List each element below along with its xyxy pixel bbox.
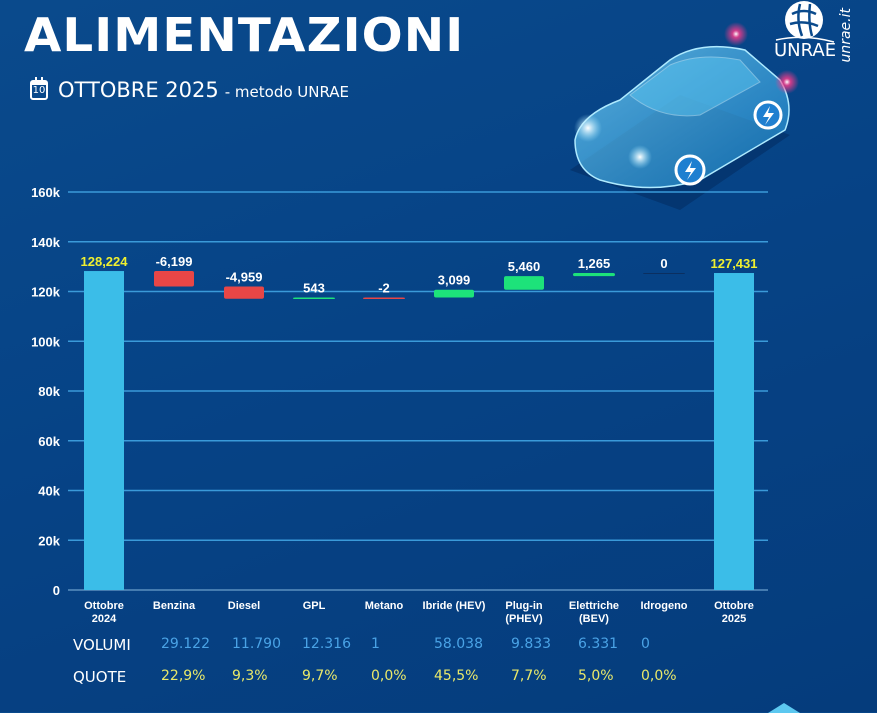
x-category-label: Elettriche <box>569 600 619 612</box>
decorative-triangle <box>768 703 800 713</box>
share-metano: 0,0% <box>371 668 407 684</box>
x-category-label: 2024 <box>92 613 117 625</box>
bar-diesel <box>224 286 264 299</box>
bar-idrogeno <box>643 273 685 275</box>
value-label: -2 <box>378 280 390 295</box>
value-label: -6,199 <box>156 254 193 269</box>
y-tick-label: 0 <box>53 583 60 598</box>
x-category-label: Diesel <box>228 600 260 612</box>
x-category-label: Benzina <box>153 600 196 612</box>
x-category-label: Ottobre <box>714 600 754 612</box>
share-elettriche: 5,0% <box>578 668 614 684</box>
unrae-logo-icon <box>775 1 835 43</box>
method-label: - metodo UNRAE <box>224 82 350 101</box>
calendar-day: 10 <box>32 85 46 96</box>
shares-row: QUOTE 22,9% 9,3% 9,7% 0,0% 45,5% 7,7% 5,… <box>0 668 877 690</box>
y-tick-label: 60k <box>38 434 60 449</box>
value-label: 0 <box>660 256 667 271</box>
bar-elettriche-bev- <box>573 273 615 277</box>
bar-benzina <box>154 271 194 287</box>
bar-layer <box>84 271 754 590</box>
bar-ottobre-2025 <box>714 273 754 590</box>
y-tick-label: 140k <box>31 235 61 250</box>
value-label: 543 <box>303 280 325 295</box>
share-plugin: 7,7% <box>511 668 547 684</box>
value-label: -4,959 <box>226 269 263 284</box>
volume-elettriche: 6.331 <box>578 636 619 652</box>
y-tick-label: 80k <box>38 384 60 399</box>
x-category-label: Ottobre <box>84 600 124 612</box>
share-ibride: 45,5% <box>434 668 479 684</box>
x-category-label: 2025 <box>722 613 746 625</box>
volume-metano: 1 <box>371 636 380 652</box>
share-benzina: 22,9% <box>161 668 206 684</box>
bar-plug-in-phev- <box>504 276 544 290</box>
shares-label: QUOTE <box>73 668 127 686</box>
bar-metano <box>363 297 405 299</box>
value-label: 1,265 <box>578 256 611 271</box>
x-category-label: (BEV) <box>579 613 609 625</box>
volumes-label: VOLUMI <box>73 636 131 654</box>
y-tick-label: 160k <box>31 185 61 200</box>
x-category-label: Metano <box>365 600 404 612</box>
value-label: 128,224 <box>81 254 129 269</box>
x-category-label: GPL <box>303 600 326 612</box>
logo-text: UNRAE <box>774 40 837 61</box>
page-title: ALIMENTAZIONI <box>24 8 465 62</box>
volume-diesel: 11.790 <box>232 636 281 652</box>
grid-layer <box>68 191 768 591</box>
bar-ibride-hev- <box>434 289 474 298</box>
volume-idrogeno: 0 <box>641 636 650 652</box>
volume-gpl: 12.316 <box>302 636 351 652</box>
share-idrogeno: 0,0% <box>641 668 677 684</box>
y-tick-label: 100k <box>31 334 61 349</box>
y-tick-label: 40k <box>38 484 60 499</box>
volume-plugin: 9.833 <box>511 636 552 652</box>
period-subtitle: 10 OTTOBRE 2025 - metodo UNRAE <box>30 77 350 102</box>
value-label: 127,431 <box>711 256 758 271</box>
x-category-label: Plug-in <box>505 600 543 612</box>
x-category-label: Idrogeno <box>640 600 687 612</box>
calendar-icon: 10 <box>30 77 48 100</box>
y-tick-label: 20k <box>38 533 60 548</box>
share-diesel: 9,3% <box>232 668 268 684</box>
x-category-label: Ibride (HEV) <box>423 600 486 612</box>
volume-benzina: 29.122 <box>161 636 210 652</box>
share-gpl: 9,7% <box>302 668 338 684</box>
bar-gpl <box>293 297 335 299</box>
volume-ibride: 58.038 <box>434 636 483 652</box>
x-category-label: (PHEV) <box>505 613 543 625</box>
value-label: 3,099 <box>438 273 471 288</box>
value-label: 5,460 <box>508 259 541 274</box>
period-label: OTTOBRE 2025 <box>58 78 219 102</box>
y-tick-label: 120k <box>31 285 61 300</box>
volumes-row: VOLUMI 29.122 11.790 12.316 1 58.038 9.8… <box>0 636 877 658</box>
electric-car-illustration <box>570 22 799 210</box>
bar-ottobre-2024 <box>84 271 124 590</box>
label-layer: 0 20k 40k 60k 80k 100k 120k 140k 160k 128,224 -6,1… <box>31 185 757 625</box>
